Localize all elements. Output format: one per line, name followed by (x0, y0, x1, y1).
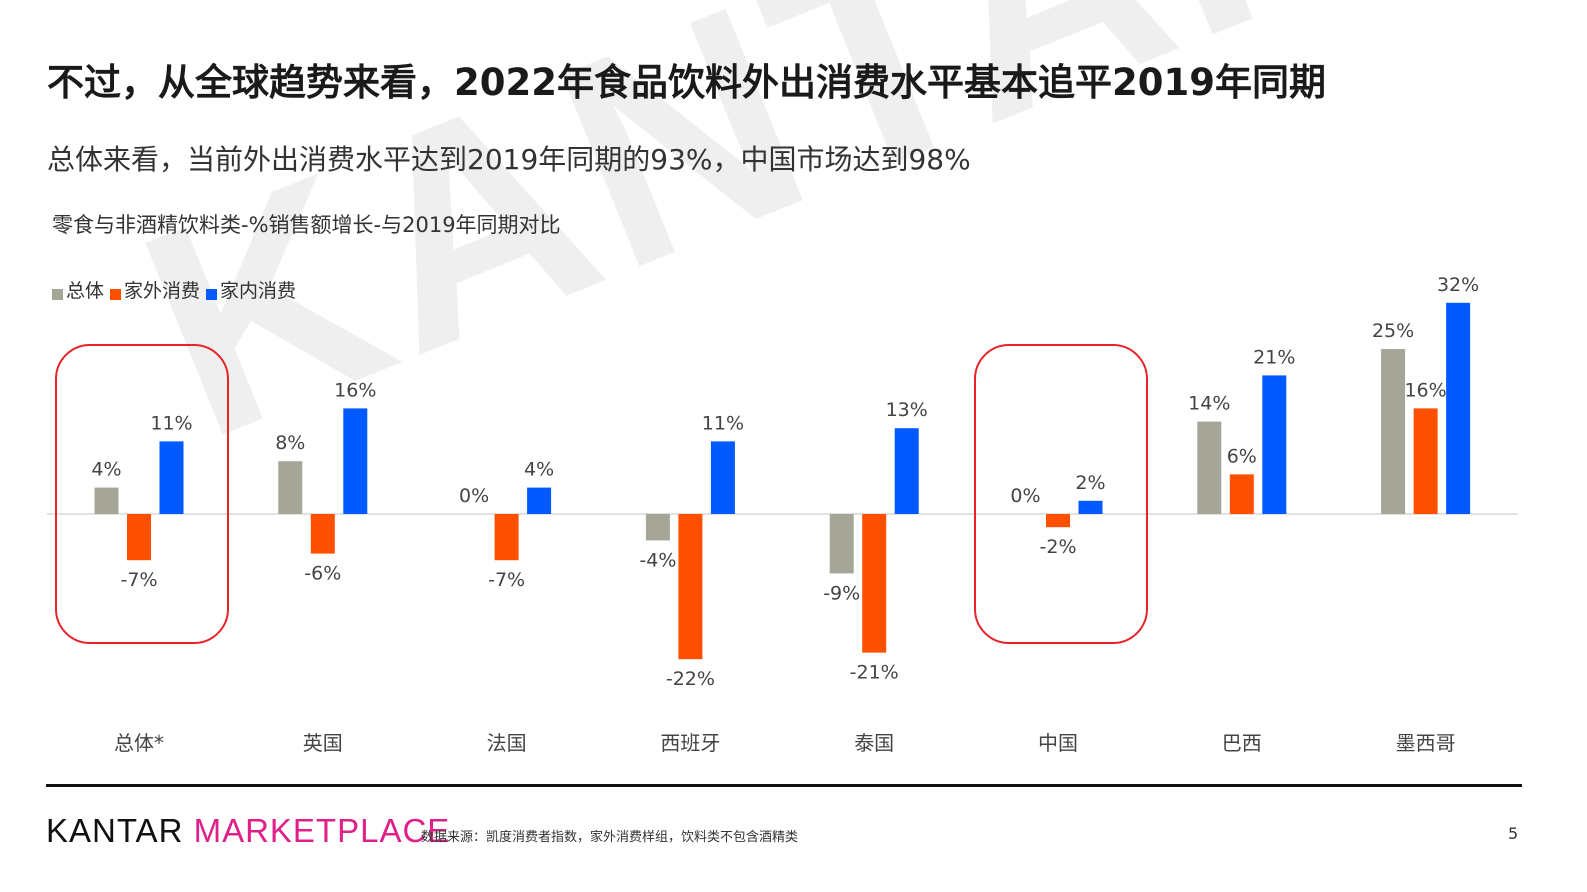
category-label-5: 中国 (1038, 731, 1078, 755)
logo-marketplace-text: MARKETPLACE (193, 812, 451, 849)
bar-7-1 (1413, 408, 1438, 514)
legend-swatch-total (52, 289, 63, 300)
data-label-7-0: 25% (1372, 320, 1414, 342)
bar-2-1 (494, 514, 519, 561)
bar-4-1 (862, 514, 887, 653)
bar-1-0 (278, 461, 303, 514)
category-label-6: 巴西 (1222, 731, 1262, 755)
bar-3-2 (710, 441, 735, 514)
bar-5-2 (1078, 500, 1103, 514)
data-label-2-0: 0% (459, 485, 489, 507)
legend-swatch-out-of-home (110, 289, 122, 300)
data-label-7-1: 16% (1404, 379, 1446, 401)
data-label-1-2: 16% (334, 379, 376, 401)
data-label-4-0: -9% (823, 582, 860, 604)
bar-1-1 (310, 514, 335, 554)
category-label-0: 总体* (114, 731, 164, 755)
data-label-0-0: 4% (91, 459, 121, 481)
legend-label-total: 总体 (66, 280, 105, 302)
legend-item-total: 总体 (52, 276, 104, 303)
highlight-box-5 (974, 344, 1148, 644)
data-label-7-2: 32% (1437, 274, 1479, 296)
data-label-4-1: -21% (850, 662, 899, 684)
bar-7-0 (1381, 349, 1406, 514)
data-label-5-1: -2% (1040, 536, 1077, 558)
bar-5-1 (1046, 514, 1070, 528)
bar-0-1 (127, 514, 151, 561)
highlight-box-0 (55, 344, 229, 644)
bar-6-0 (1197, 421, 1222, 514)
footer-divider (46, 784, 1522, 787)
data-label-2-1: -7% (488, 569, 525, 591)
legend-item-in-home: 家内消费 (206, 276, 296, 303)
bar-7-2 (1446, 302, 1471, 514)
data-label-3-1: -22% (666, 668, 715, 690)
data-label-0-1: -7% (121, 569, 158, 591)
data-label-3-2: 11% (702, 412, 744, 434)
page-title: 不过，从全球趋势来看，2022年食品饮料外出消费水平基本追平2019年同期 (47, 61, 1326, 104)
chart-title: 零食与非酒精饮料类-%销售额增长-与2019年同期对比 (52, 213, 561, 237)
category-label-2: 法国 (487, 731, 527, 755)
bar-6-1 (1229, 474, 1254, 514)
legend-item-out-of-home: 家外消费 (110, 276, 200, 303)
bar-1-2 (343, 408, 368, 514)
logo-kantar-text: KANTAR (46, 812, 184, 849)
data-label-5-0: 0% (1010, 485, 1040, 507)
bar-4-0 (829, 514, 854, 574)
kantar-marketplace-logo: KANTAR MARKETPLACE (46, 812, 450, 850)
data-source-note: 数据来源：凯度消费者指数，家外消费样组，饮料类不包含酒精类 (421, 830, 799, 845)
category-label-7: 墨西哥 (1396, 731, 1456, 755)
data-label-1-1: -6% (304, 563, 341, 585)
legend-label-out-of-home: 家外消费 (124, 280, 201, 302)
chart-legend: 总体 家外消费 家内消费 (52, 276, 302, 303)
legend-label-in-home: 家内消费 (220, 280, 297, 302)
category-label-4: 泰国 (854, 731, 894, 755)
bar-2-2 (527, 487, 552, 514)
category-label-3: 西班牙 (660, 731, 720, 755)
page-number: 5 (1508, 824, 1519, 843)
bar-3-0 (645, 514, 670, 541)
data-label-6-0: 14% (1188, 393, 1230, 415)
category-label-1: 英国 (303, 731, 343, 755)
bar-4-2 (894, 428, 919, 514)
page-subtitle: 总体来看，当前外出消费水平达到2019年同期的93%，中国市场达到98% (47, 143, 971, 176)
data-label-6-1: 6% (1227, 445, 1257, 467)
data-label-0-2: 11% (150, 412, 192, 434)
bar-6-2 (1262, 375, 1287, 514)
data-label-4-2: 13% (886, 399, 928, 421)
data-label-2-2: 4% (524, 459, 554, 481)
bar-0-2 (159, 441, 184, 514)
data-label-3-0: -4% (639, 549, 676, 571)
data-label-6-2: 21% (1253, 346, 1295, 368)
legend-swatch-in-home (206, 289, 218, 300)
data-label-1-0: 8% (275, 432, 305, 454)
bar-0-0 (94, 487, 119, 514)
bar-3-1 (678, 514, 703, 660)
data-label-5-2: 2% (1075, 472, 1105, 494)
